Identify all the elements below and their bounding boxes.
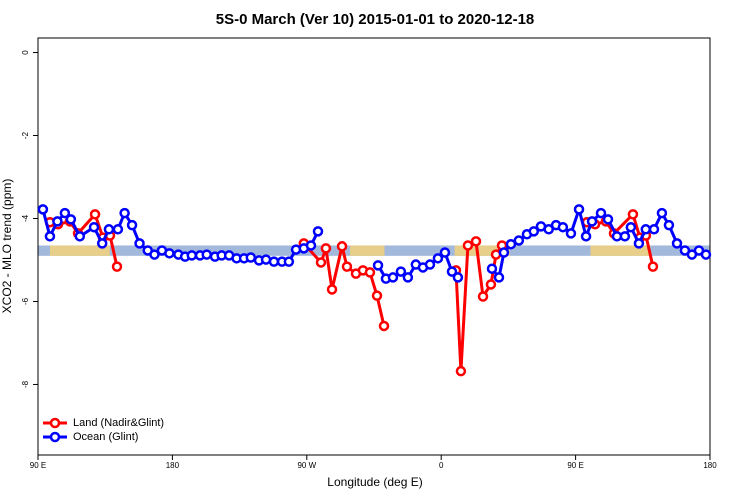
point xyxy=(201,249,212,260)
point xyxy=(341,261,353,272)
point xyxy=(595,207,607,219)
point xyxy=(326,284,338,295)
point xyxy=(52,216,63,227)
point xyxy=(505,238,517,250)
point xyxy=(498,247,510,258)
point xyxy=(627,209,639,220)
point xyxy=(640,224,652,235)
point xyxy=(371,290,383,301)
y-tick-label: -4 xyxy=(21,214,30,222)
legend-label: Land (Nadir&Glint) xyxy=(73,417,164,429)
point xyxy=(648,224,660,235)
point xyxy=(485,279,497,290)
point xyxy=(268,256,280,267)
point xyxy=(283,256,295,267)
x-tick-label: 90 W xyxy=(297,461,316,470)
point xyxy=(312,226,324,237)
legend-label: Ocean (Glint) xyxy=(73,431,138,443)
point xyxy=(432,253,444,264)
point xyxy=(119,207,130,219)
point xyxy=(462,240,474,251)
point xyxy=(470,236,482,247)
point xyxy=(647,261,659,272)
point xyxy=(65,214,77,225)
point xyxy=(112,224,124,235)
y-tick-label: -8 xyxy=(21,380,30,388)
point xyxy=(513,235,525,246)
point xyxy=(656,207,668,219)
point xyxy=(557,221,569,233)
land-patch xyxy=(454,245,510,256)
point xyxy=(395,266,407,277)
point xyxy=(320,243,332,254)
point xyxy=(493,272,505,283)
point xyxy=(378,320,390,332)
point xyxy=(96,238,108,249)
point xyxy=(455,365,467,377)
series-line xyxy=(49,212,655,373)
point xyxy=(439,247,451,258)
point xyxy=(364,267,376,278)
x-tick-label: 180 xyxy=(703,461,717,470)
legend-marker xyxy=(49,431,61,443)
x-tick-label: 90 E xyxy=(30,461,46,470)
point xyxy=(477,291,489,302)
point xyxy=(565,228,577,239)
point xyxy=(700,249,712,260)
land-patch xyxy=(590,245,651,256)
point xyxy=(424,259,436,270)
point xyxy=(387,272,399,283)
point xyxy=(336,241,348,252)
point xyxy=(149,249,160,260)
point xyxy=(633,238,645,249)
point xyxy=(103,224,115,235)
x-axis-label: Longitude (deg E) xyxy=(327,475,422,489)
x-tick-label: 180 xyxy=(166,461,180,470)
legend-marker xyxy=(49,417,61,429)
point xyxy=(186,250,198,261)
point xyxy=(573,204,585,215)
point xyxy=(88,221,100,233)
point xyxy=(37,204,49,215)
point xyxy=(59,207,71,219)
point xyxy=(486,263,498,274)
x-tick-label: 0 xyxy=(439,461,444,470)
y-tick-label: 0 xyxy=(21,50,30,55)
point xyxy=(74,231,86,242)
point xyxy=(543,224,554,235)
point xyxy=(315,257,327,268)
land-patch xyxy=(49,245,110,256)
point xyxy=(602,214,614,225)
point xyxy=(402,272,414,283)
plot-frame xyxy=(37,37,711,456)
y-tick-label: -2 xyxy=(21,131,30,139)
point xyxy=(111,261,123,272)
point xyxy=(134,238,145,249)
point xyxy=(580,231,592,242)
point xyxy=(586,216,598,227)
point xyxy=(663,219,675,231)
point xyxy=(245,252,257,263)
point xyxy=(44,231,56,242)
x-tick-label: 90 E xyxy=(567,461,583,470)
point xyxy=(625,221,637,233)
point xyxy=(452,272,464,283)
land-patch xyxy=(350,245,385,256)
y-tick-label: -6 xyxy=(21,297,30,305)
point xyxy=(164,248,175,259)
point xyxy=(671,238,683,249)
y-axis-label: XCO2 - MLO trend (ppm) xyxy=(0,179,14,314)
chart-title: 5S-0 March (Ver 10) 2015-01-01 to 2020-1… xyxy=(216,11,535,28)
point xyxy=(619,231,631,242)
point xyxy=(446,266,458,277)
point xyxy=(305,240,317,251)
point xyxy=(528,226,540,237)
point xyxy=(89,209,101,220)
point xyxy=(372,260,384,271)
point xyxy=(126,219,138,231)
